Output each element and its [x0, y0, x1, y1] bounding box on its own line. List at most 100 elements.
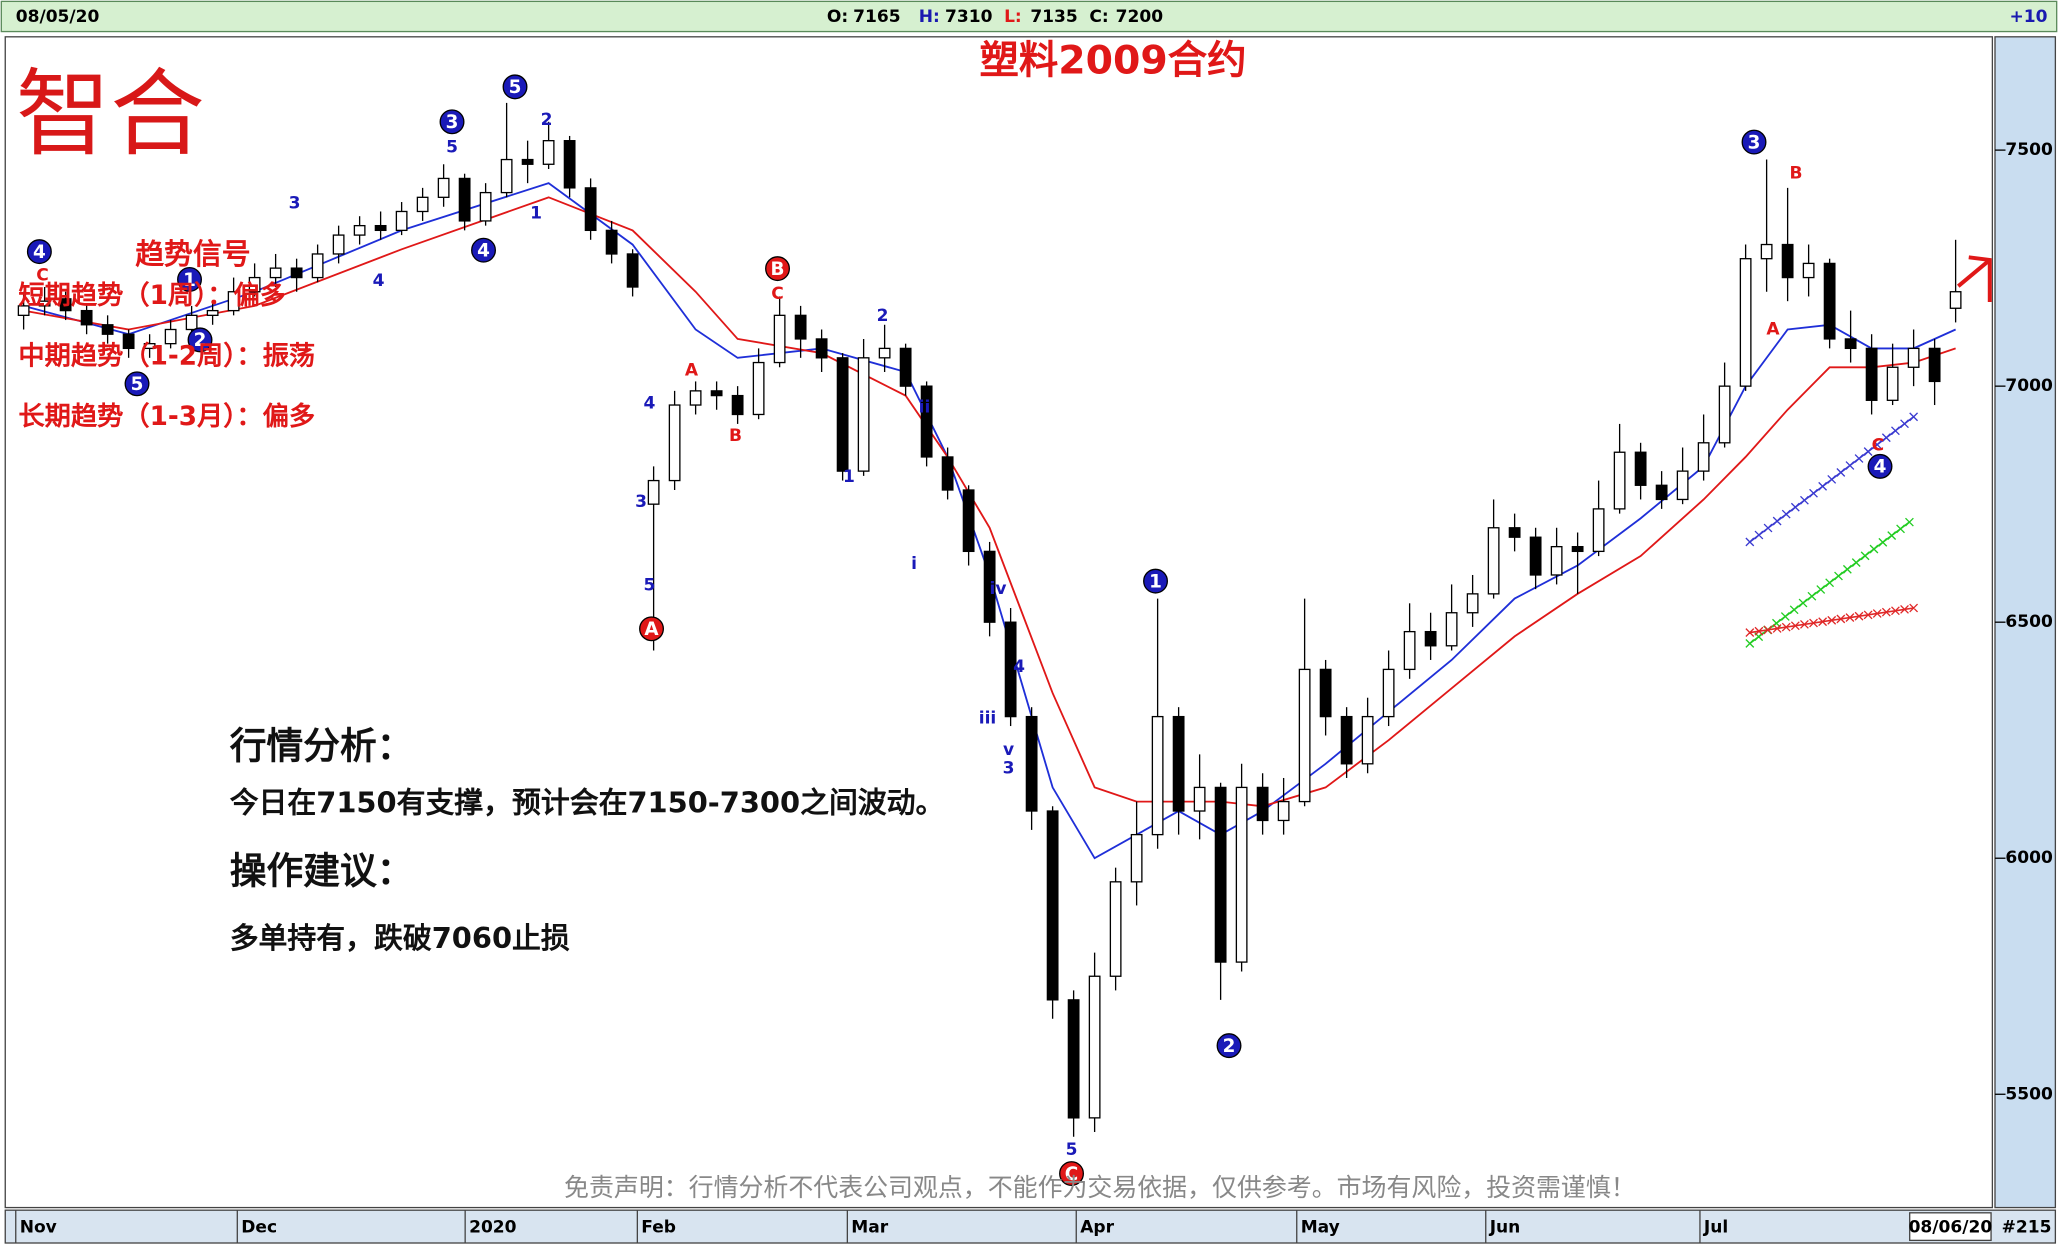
wave-marker [1741, 129, 1767, 155]
candle-body [689, 390, 702, 406]
candle-body [1781, 243, 1794, 279]
x-tick-label: 2020 [469, 1217, 517, 1237]
candle-body [1739, 258, 1752, 387]
wave-label: 1 [183, 270, 196, 291]
wave-label: 3 [1003, 758, 1015, 778]
header-value: 7200 [1116, 7, 1164, 27]
wave-label: iv [990, 579, 1007, 599]
candle-body [290, 267, 303, 279]
end-date: 08/06/20 [1909, 1217, 1993, 1237]
candle-body [1634, 451, 1647, 486]
wave-label: C [771, 284, 784, 304]
candle-body [1571, 545, 1584, 553]
arrow [1956, 255, 1992, 302]
y-tick-label: 7000 [2005, 376, 2053, 396]
y-tick-label: 6000 [2005, 848, 2053, 868]
candle-body [521, 158, 534, 165]
header-value: 7135 [1030, 7, 1077, 27]
candle-body [1508, 527, 1521, 538]
wave-marker [639, 616, 664, 642]
header-value: 7310 [945, 7, 993, 27]
candle-body [731, 394, 744, 416]
candle-body [1004, 621, 1017, 718]
wave-marker [1143, 568, 1168, 594]
candle-body [794, 314, 807, 340]
candle-body [1172, 715, 1185, 812]
candle-body [1046, 810, 1059, 1001]
wave-label: C [1065, 1164, 1078, 1185]
wave-marker [1059, 1161, 1084, 1187]
candle-body [1592, 508, 1605, 553]
x-tick-label: Apr [1080, 1217, 1114, 1237]
candle-body [59, 298, 72, 312]
candle-body [962, 489, 975, 553]
x-tick-label: Dec [241, 1217, 277, 1237]
candle-body [1382, 668, 1395, 718]
candle-body [1277, 800, 1290, 822]
candle-body [605, 229, 618, 255]
wave-label: 2 [1223, 1036, 1236, 1057]
candle-body [1928, 347, 1941, 383]
candle-body [1193, 786, 1206, 812]
candle-body [1676, 470, 1689, 501]
candle-body [1109, 881, 1122, 977]
analysis-heading: 行情分析： [230, 725, 414, 768]
candle-body [353, 224, 366, 236]
candle-body [1697, 442, 1710, 472]
candle-body [1802, 262, 1815, 279]
trend-line: 短期趋势（1周）：偏多 [18, 280, 286, 311]
candle-body [1256, 786, 1269, 822]
candle-body [143, 343, 156, 350]
x-tick-label: Feb [641, 1217, 676, 1237]
candle-body [1319, 668, 1332, 718]
candle-body [248, 276, 261, 293]
candle-body [983, 550, 996, 623]
candle-body [584, 187, 597, 232]
candle-body [710, 390, 723, 397]
x-tick-label: Mar [851, 1217, 888, 1237]
wave-marker [26, 239, 52, 265]
y-tick-label: 6500 [2005, 612, 2053, 632]
wave-label: 1 [530, 203, 542, 223]
candle-body [122, 333, 135, 350]
wave-label: 3 [1748, 132, 1761, 153]
wave-label: A [1766, 319, 1780, 339]
candle-body [1340, 715, 1353, 765]
wave-marker [124, 371, 150, 397]
candle-body [101, 324, 114, 335]
candle-body [479, 191, 492, 222]
candle-body [1550, 545, 1563, 576]
plot-frame [4, 36, 1994, 1209]
trend-line: 长期趋势（1-3月）：偏多 [18, 401, 315, 432]
wave-label: 2 [194, 330, 207, 351]
candle-body [437, 177, 450, 198]
header-bar [0, 0, 2058, 33]
header-label: H: [919, 7, 940, 27]
candle-body [836, 357, 849, 472]
header-label: C: [1089, 7, 1108, 27]
candle-body [773, 314, 786, 364]
wave-label: i [911, 554, 917, 574]
candle-body [164, 328, 177, 345]
x-tick-label: Nov [20, 1217, 57, 1237]
advice-text: 多单持有，跌破7060止损 [230, 921, 570, 955]
candle-body [563, 140, 576, 189]
wave-label: 4 [1013, 657, 1025, 677]
wave-label: 3 [446, 112, 459, 133]
wave-label: 5 [1066, 1140, 1078, 1160]
header-change: +10 [2009, 7, 2047, 27]
x-axis-bar [4, 1209, 2057, 1244]
header-date: 08/05/20 [16, 7, 100, 27]
candle-body [1424, 630, 1437, 647]
candle-body [857, 357, 870, 472]
candle-body [1865, 347, 1878, 401]
wave-label: 3 [289, 193, 301, 213]
wave-label: 4 [1874, 457, 1887, 478]
wave-label: 1 [1149, 571, 1162, 592]
candle-body [1088, 975, 1101, 1119]
y-tick-label: 7500 [2005, 140, 2053, 160]
candle-body [1214, 786, 1227, 963]
wave-marker [765, 256, 790, 282]
